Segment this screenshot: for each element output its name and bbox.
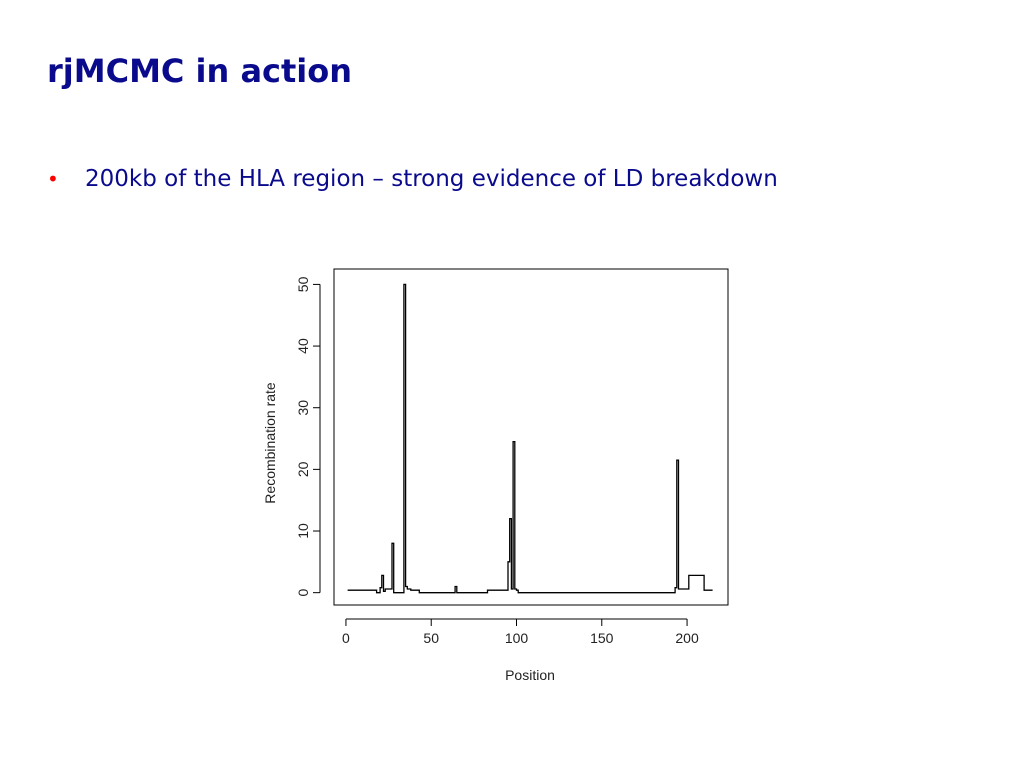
x-tick-label: 0	[342, 630, 350, 646]
y-tick-label: 0	[295, 589, 311, 597]
y-tick-label: 40	[295, 338, 311, 354]
recombination-rate-line	[347, 283, 713, 594]
y-tick-label: 20	[295, 461, 311, 477]
x-tick-label: 150	[590, 630, 614, 646]
x-axis: 0 50 100 150 200	[342, 618, 699, 646]
x-tick-label: 200	[675, 630, 699, 646]
bullet-text: 200kb of the HLA region – strong evidenc…	[85, 166, 778, 192]
y-axis-label: Recombination rate	[262, 382, 278, 504]
x-axis-label: Position	[505, 667, 555, 683]
y-axis: 0 10 20 30 40 50	[295, 276, 321, 597]
y-tick-label: 50	[295, 276, 311, 292]
bullet-item: • 200kb of the HLA region – strong evide…	[47, 166, 778, 192]
plot-frame	[333, 268, 729, 606]
y-tick-label: 10	[295, 523, 311, 539]
x-tick-label: 100	[505, 630, 529, 646]
recombination-rate-chart: 0 50 100 150 200 0 10 20 30 40 50 Position Recomb…	[262, 268, 729, 683]
x-tick-label: 50	[423, 630, 439, 646]
bullet-dot-icon: •	[47, 167, 59, 191]
slide-title: rjMCMC in action	[47, 52, 353, 90]
y-tick-label: 30	[295, 400, 311, 416]
